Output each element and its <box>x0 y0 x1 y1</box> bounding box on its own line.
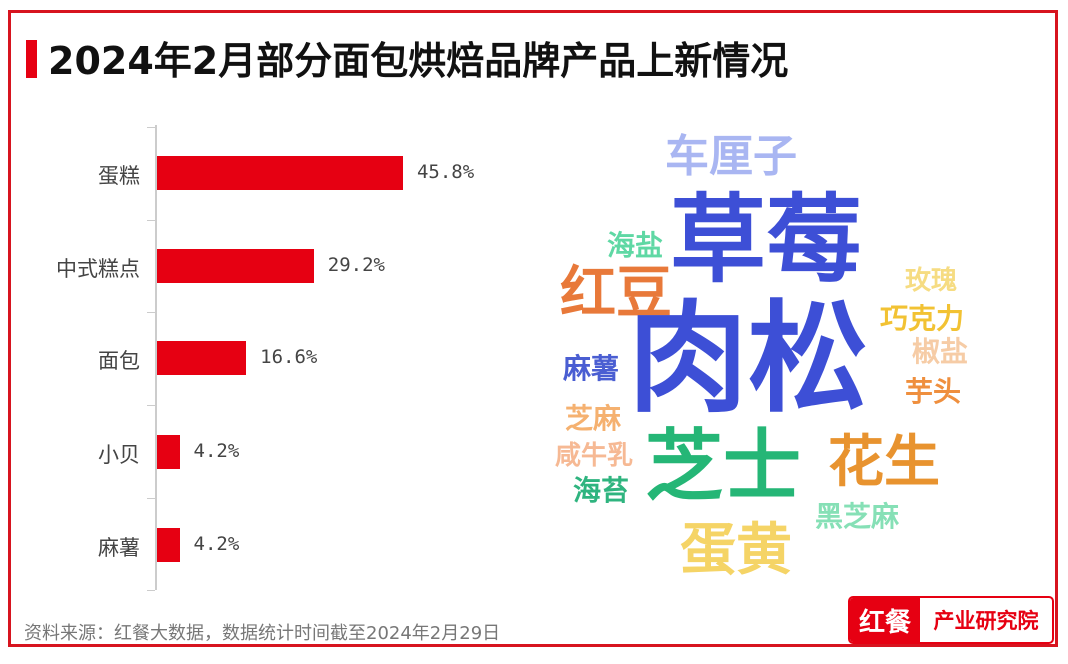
category-label: 面包 <box>98 349 140 373</box>
data-label: 16.6% <box>260 346 318 368</box>
data-label: 4.2% <box>193 533 240 555</box>
word-cloud-word: 海苔 <box>573 474 630 507</box>
word-cloud-word: 麻薯 <box>563 352 620 385</box>
category-label: 蛋糕 <box>98 164 140 188</box>
chart-frame <box>8 10 1058 647</box>
axis-tick <box>147 590 155 591</box>
data-label: 4.2% <box>193 440 240 462</box>
bar <box>157 435 180 469</box>
title-accent <box>26 40 37 78</box>
category-label: 中式糕点 <box>56 257 140 281</box>
logo-text: 产业研究院 <box>933 609 1039 633</box>
word-cloud-word: 芝麻 <box>565 402 622 435</box>
y-axis <box>155 125 157 590</box>
bar <box>157 156 403 190</box>
bar <box>157 249 314 283</box>
axis-tick <box>147 405 155 406</box>
word-cloud-word: 芝士 <box>645 422 802 512</box>
chart-title: 2024年2月部分面包烘焙品牌产品上新情况 <box>48 39 789 83</box>
word-cloud-word: 咸牛乳 <box>555 441 634 471</box>
data-label: 45.8% <box>416 161 475 183</box>
word-cloud-word: 红豆 <box>560 261 672 326</box>
logo: 红餐 产业研究院 <box>848 596 1054 644</box>
word-cloud-word: 海盐 <box>607 229 664 262</box>
word-cloud-word: 巧克力 <box>880 302 965 335</box>
axis-tick <box>147 312 155 313</box>
word-cloud-word: 草莓 <box>670 184 862 296</box>
data-label: 29.2% <box>327 254 385 276</box>
logo-mark: 红餐 <box>850 598 920 642</box>
bar <box>157 341 247 375</box>
word-cloud-word: 黑芝麻 <box>815 500 900 533</box>
word-cloud-word: 花生 <box>828 430 940 495</box>
axis-tick <box>147 220 155 221</box>
source-note: 资料来源：红餐大数据，数据统计时间截至2024年2月29日 <box>24 623 501 644</box>
word-cloud-word: 玫瑰 <box>905 266 958 296</box>
axis-tick <box>147 127 155 128</box>
category-label: 小贝 <box>98 443 140 467</box>
bar <box>157 528 180 562</box>
word-cloud-word: 车厘子 <box>665 131 797 182</box>
word-cloud-word: 芋头 <box>905 375 962 408</box>
word-cloud-word: 蛋黄 <box>680 518 792 583</box>
category-label: 麻薯 <box>98 536 140 560</box>
word-cloud-word: 椒盐 <box>912 335 969 368</box>
word-cloud-word: 肉松 <box>628 290 868 429</box>
axis-tick <box>147 498 155 499</box>
